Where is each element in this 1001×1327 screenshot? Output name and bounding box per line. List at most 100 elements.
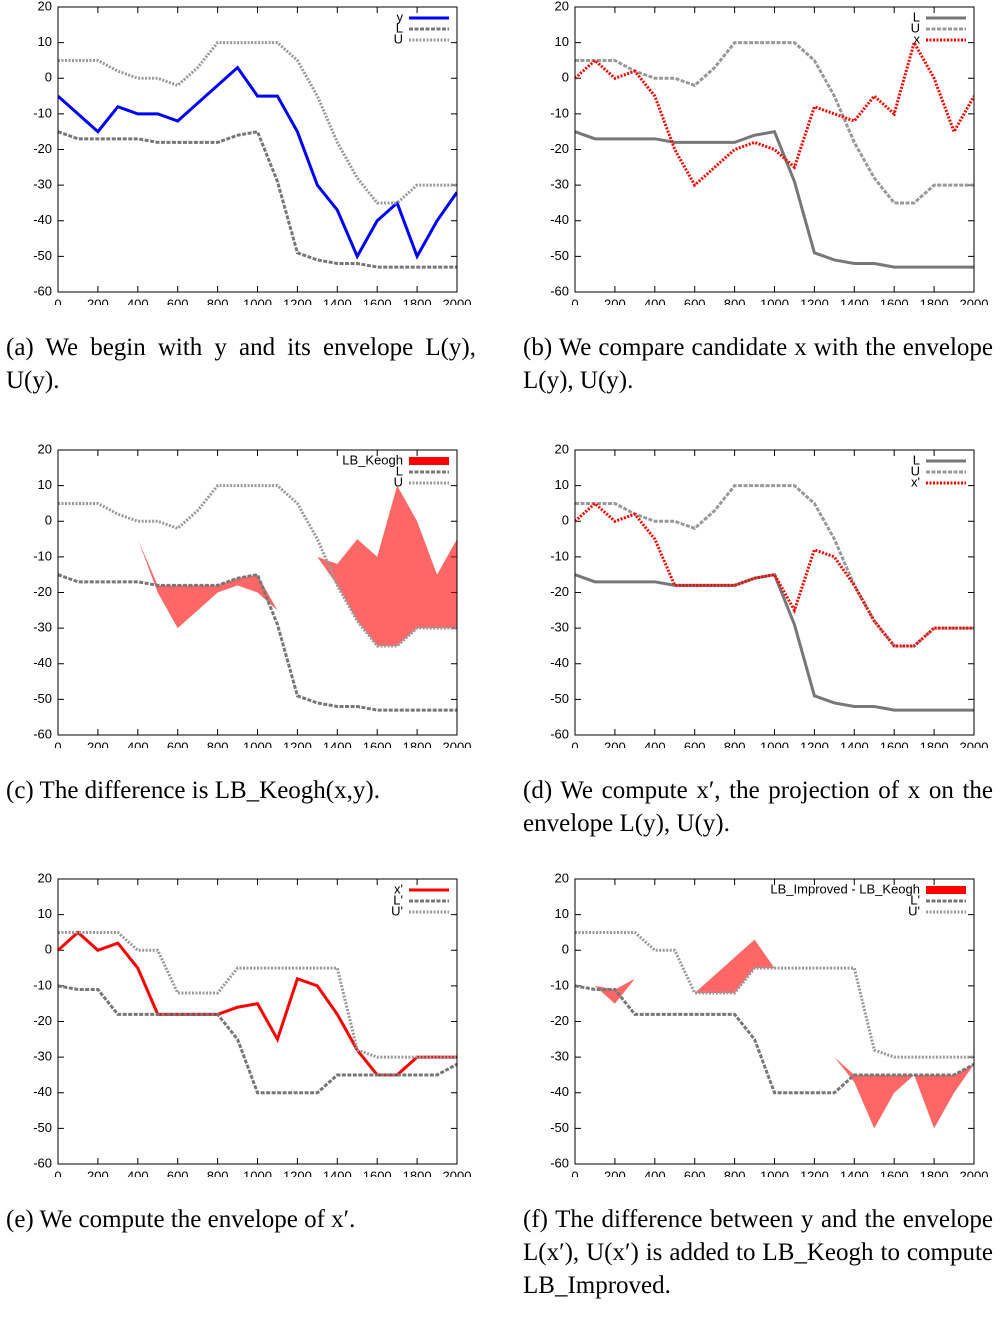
x-tick-label: 200 bbox=[604, 739, 626, 748]
x-tick-label: 1800 bbox=[403, 1168, 432, 1177]
x-tick-label: 800 bbox=[207, 739, 229, 748]
area bbox=[575, 939, 974, 1129]
y-tick-label: 20 bbox=[38, 443, 52, 456]
legend-label: L' bbox=[393, 892, 403, 907]
x-tick-label: 1200 bbox=[283, 1168, 312, 1177]
line bbox=[58, 65, 457, 260]
plot-frame bbox=[574, 449, 975, 736]
x-tick-label: 200 bbox=[604, 296, 626, 305]
line bbox=[575, 484, 974, 648]
x-tick-label: 1200 bbox=[800, 296, 829, 305]
x-tick-label: 800 bbox=[724, 296, 746, 305]
line bbox=[58, 572, 457, 712]
x-tick-label: 800 bbox=[207, 1168, 229, 1177]
x-tick-label: 1000 bbox=[243, 739, 272, 748]
y-tick-label: 0 bbox=[562, 513, 569, 528]
x-tick-label: 1600 bbox=[880, 739, 909, 748]
x-tick-label: 600 bbox=[684, 1168, 706, 1177]
y-tick-label: -40 bbox=[33, 1084, 52, 1099]
panel: -60 -50 -40 -30 -20 -10 0 10 20 0 200 400 600 800 1000… bbox=[517, 872, 1001, 1302]
y-tick-label: -20 bbox=[550, 1013, 569, 1028]
legend-label: U bbox=[911, 463, 920, 478]
y-tick-label: 10 bbox=[38, 906, 52, 921]
legend-label: U' bbox=[908, 903, 920, 918]
x-tick-label: 1200 bbox=[800, 739, 829, 748]
line bbox=[575, 501, 974, 648]
y-tick-label: -30 bbox=[550, 620, 569, 635]
y-tick-label: -60 bbox=[33, 726, 52, 741]
x-tick-label: 1000 bbox=[243, 1168, 272, 1177]
x-tick-label: 2000 bbox=[960, 296, 989, 305]
x-tick-label: 1800 bbox=[403, 739, 432, 748]
x-tick-label: 600 bbox=[684, 739, 706, 748]
y-tick-label: 0 bbox=[45, 70, 52, 85]
legend-label: y bbox=[397, 9, 404, 24]
x-tick-label: 200 bbox=[604, 1168, 626, 1177]
plot-frame bbox=[574, 6, 975, 293]
x-tick-label: 2000 bbox=[443, 296, 472, 305]
y-tick-label: -10 bbox=[33, 548, 52, 563]
x-tick-label: 800 bbox=[724, 739, 746, 748]
y-tick-label: -60 bbox=[550, 1155, 569, 1170]
y-tick-label: 20 bbox=[38, 872, 52, 885]
y-tick-label: -50 bbox=[33, 1120, 52, 1135]
x-tick-label: 1600 bbox=[880, 1168, 909, 1177]
y-tick-label: -60 bbox=[550, 283, 569, 298]
legend-label: L bbox=[913, 9, 920, 24]
legend-label: L bbox=[396, 20, 403, 35]
y-tick-label: -10 bbox=[33, 105, 52, 120]
panel: -60 -50 -40 -30 -20 -10 0 10 20 0 200 400 600 800 1000… bbox=[0, 872, 484, 1236]
x-tick-label: 2000 bbox=[443, 1168, 472, 1177]
line bbox=[575, 984, 974, 1095]
legend-label: L bbox=[913, 452, 920, 467]
x-tick-label: 1400 bbox=[323, 296, 352, 305]
y-tick-label: 20 bbox=[555, 0, 569, 13]
x-tick-label: 1800 bbox=[920, 296, 949, 305]
legend-label: x' bbox=[911, 474, 920, 489]
x-tick-label: 1400 bbox=[323, 739, 352, 748]
x-tick-label: 1800 bbox=[403, 296, 432, 305]
x-tick-label: 0 bbox=[54, 296, 61, 305]
x-tick-label: 2000 bbox=[960, 739, 989, 748]
y-tick-label: 10 bbox=[555, 906, 569, 921]
area bbox=[58, 485, 457, 646]
x-tick-label: 600 bbox=[167, 296, 189, 305]
caption: (c) The difference is LB_Keogh(x,y). bbox=[6, 777, 380, 804]
x-tick-label: 1000 bbox=[760, 1168, 789, 1177]
y-tick-label: -10 bbox=[33, 977, 52, 992]
y-tick-label: 0 bbox=[562, 70, 569, 85]
x-tick-label: 0 bbox=[54, 739, 61, 748]
legend-swatch bbox=[409, 457, 449, 465]
x-tick-label: 1600 bbox=[880, 296, 909, 305]
y-tick-label: -50 bbox=[33, 691, 52, 706]
legend-label: LB_Improved - LB_Keogh bbox=[770, 881, 920, 896]
x-tick-label: 400 bbox=[127, 1168, 149, 1177]
y-tick-label: 20 bbox=[38, 0, 52, 13]
line bbox=[575, 930, 974, 1059]
x-tick-label: 1600 bbox=[363, 1168, 392, 1177]
legend-label: L bbox=[396, 463, 403, 478]
x-tick-label: 600 bbox=[684, 296, 706, 305]
x-tick-label: 1200 bbox=[283, 296, 312, 305]
caption: (f) The difference between y and the env… bbox=[523, 1206, 993, 1299]
legend-swatch bbox=[926, 886, 966, 894]
line bbox=[575, 572, 974, 712]
x-tick-label: 600 bbox=[167, 739, 189, 748]
y-tick-label: -30 bbox=[33, 177, 52, 192]
x-tick-label: 1400 bbox=[840, 1168, 869, 1177]
y-tick-label: -40 bbox=[33, 655, 52, 670]
line bbox=[58, 984, 457, 1095]
line bbox=[58, 930, 457, 1077]
x-tick-label: 400 bbox=[644, 1168, 666, 1177]
line bbox=[575, 41, 974, 205]
line bbox=[575, 129, 974, 269]
line bbox=[575, 38, 974, 188]
y-tick-label: -50 bbox=[550, 691, 569, 706]
legend-label: U bbox=[911, 20, 920, 35]
x-tick-label: 1200 bbox=[283, 739, 312, 748]
y-tick-label: -30 bbox=[550, 1049, 569, 1064]
y-tick-label: -50 bbox=[550, 248, 569, 263]
